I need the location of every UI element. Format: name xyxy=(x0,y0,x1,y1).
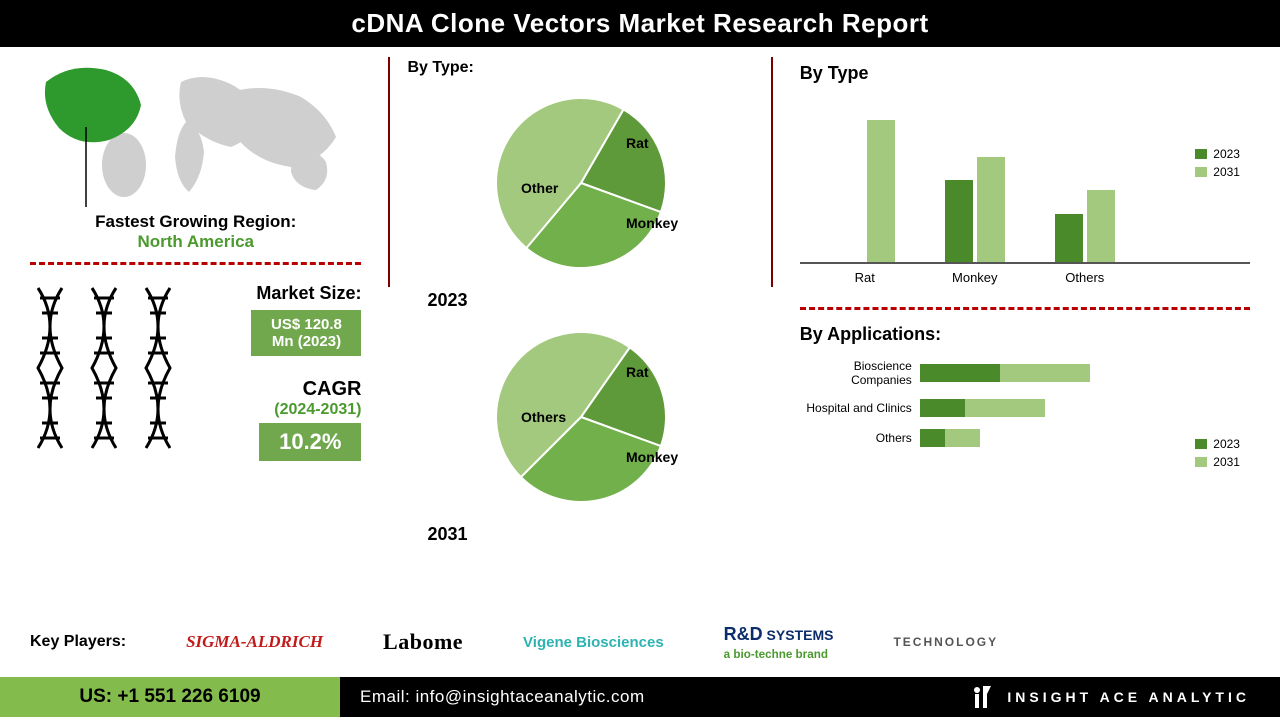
svg-text:Rat: Rat xyxy=(626,135,649,151)
svg-text:Monkey: Monkey xyxy=(626,215,678,231)
app-bar-chart: Bioscience CompaniesHospital and Clinics… xyxy=(800,359,1250,447)
app-chart-title: By Applications: xyxy=(800,324,1250,345)
footer-brand: INSIGHT ACE ANALYTIC xyxy=(969,677,1280,717)
pie-chart-2023: Rat Monkey Other xyxy=(407,83,753,288)
middle-column: By Type: Rat Monkey Other 2023 Rat Monkey Ot… xyxy=(392,57,768,607)
svg-text:Other: Other xyxy=(521,180,559,196)
logo-vigene: Vigene Biosciences xyxy=(523,634,664,651)
logo-technology: TECHNOLOGY xyxy=(893,635,998,649)
page-title: cDNA Clone Vectors Market Research Repor… xyxy=(0,0,1280,47)
footer-email: Email: info@insightaceanalytic.com xyxy=(340,677,969,717)
cagr-badge: 10.2% xyxy=(259,423,361,461)
type-bar-labels: RatMonkeyOthers xyxy=(800,270,1250,285)
key-players-row: Key Players: SIGMA-ALDRICH Labome Vigene… xyxy=(0,607,1280,677)
type-legend: 2023 2031 xyxy=(1195,147,1240,183)
svg-text:Rat: Rat xyxy=(626,364,649,380)
app-legend: 2023 2031 xyxy=(1195,437,1240,473)
right-column: By Type RatMonkeyOthers 2023 2031 By App… xyxy=(775,57,1250,607)
region-value: North America xyxy=(30,232,361,252)
logo-rnd: R&D SYSTEMSa bio-techne brand xyxy=(724,624,834,661)
vertical-divider xyxy=(771,57,773,287)
svg-text:Others: Others xyxy=(521,409,566,425)
market-size-label: Market Size: xyxy=(198,283,361,304)
logo-sigma: SIGMA-ALDRICH xyxy=(186,632,323,652)
divider xyxy=(800,307,1250,310)
key-players-label: Key Players: xyxy=(30,633,126,651)
brand-logo-icon xyxy=(969,684,995,710)
vertical-divider xyxy=(388,57,390,287)
pie-chart-2031: Rat Monkey Others xyxy=(407,317,753,522)
world-map: Fastest Growing Region: North America xyxy=(30,57,361,252)
type-chart-title: By Type xyxy=(800,63,1250,84)
pie-year-2: 2031 xyxy=(427,524,753,545)
mid-section-label: By Type: xyxy=(407,59,753,77)
main-content: Fastest Growing Region: North America Ma… xyxy=(0,47,1280,607)
logo-labome: Labome xyxy=(383,629,463,655)
divider xyxy=(30,262,361,265)
footer-phone: US: +1 551 226 6109 xyxy=(0,677,340,717)
cagr-period: (2024-2031) xyxy=(198,401,361,419)
cagr-label: CAGR xyxy=(198,378,361,401)
left-column: Fastest Growing Region: North America Ma… xyxy=(30,57,386,607)
svg-text:Monkey: Monkey xyxy=(626,449,678,465)
dna-icons xyxy=(30,283,178,453)
pie-year-1: 2023 xyxy=(427,290,753,311)
type-bar-chart xyxy=(800,94,1250,264)
footer: US: +1 551 226 6109 Email: info@insighta… xyxy=(0,677,1280,717)
map-north-america xyxy=(45,68,141,143)
region-label: Fastest Growing Region: xyxy=(30,212,361,232)
market-size-badge: US$ 120.8 Mn (2023) xyxy=(251,310,361,356)
